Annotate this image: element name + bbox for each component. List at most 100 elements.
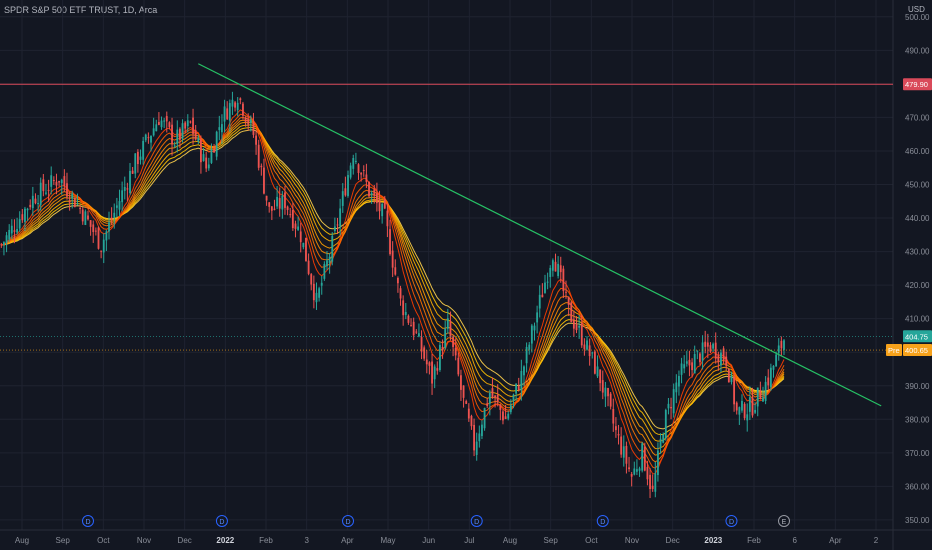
candle-body xyxy=(3,242,5,246)
candle-body xyxy=(26,208,29,211)
candle-body xyxy=(10,225,13,234)
candle-body xyxy=(24,208,26,222)
candle-body xyxy=(297,226,300,230)
candle-body xyxy=(284,192,286,208)
candle-body xyxy=(13,230,16,232)
candle-body xyxy=(291,210,294,229)
candle-body xyxy=(257,144,260,168)
candle-body xyxy=(123,186,126,191)
candle-body xyxy=(470,415,473,427)
candle-body xyxy=(404,311,407,315)
candle-body xyxy=(76,203,79,205)
candle-body xyxy=(733,376,736,405)
candle-body xyxy=(163,120,166,122)
candle-body xyxy=(743,403,746,419)
dividend-marker xyxy=(215,515,228,527)
candle-body xyxy=(614,426,617,431)
candle-body xyxy=(538,294,541,309)
candle-body xyxy=(546,281,549,283)
time-tick-label: Nov xyxy=(137,536,151,545)
candle-body xyxy=(494,395,497,398)
candle-body xyxy=(349,165,352,178)
candle-body xyxy=(525,346,528,364)
candle-body xyxy=(725,356,728,366)
ema-line-11 xyxy=(1,113,785,469)
time-tick-label: Jul xyxy=(464,536,474,545)
candle-body xyxy=(134,153,137,174)
candle-body xyxy=(197,138,200,142)
candle-body xyxy=(601,380,604,393)
marker-label: D xyxy=(345,519,350,526)
candle-body xyxy=(368,181,370,197)
resistance-tag-bg xyxy=(903,78,932,91)
candle-body xyxy=(693,354,696,374)
candle-body xyxy=(155,124,158,132)
candle-body xyxy=(73,198,76,208)
candle-body xyxy=(58,180,61,183)
candle-body xyxy=(649,474,651,490)
time-tick-label: 6 xyxy=(792,536,797,545)
ema-line-17 xyxy=(1,119,785,456)
time-tick-label: Dec xyxy=(178,536,192,545)
candle-body xyxy=(420,337,423,352)
candle-body xyxy=(84,211,87,226)
candle-body xyxy=(533,325,536,331)
candle-body xyxy=(712,343,715,349)
candle-body xyxy=(659,438,662,448)
candle-body xyxy=(394,267,397,275)
ema-line-28 xyxy=(1,126,785,435)
candle-body xyxy=(186,120,189,127)
candle-body xyxy=(714,342,717,359)
candle-body xyxy=(126,188,129,190)
candle-body xyxy=(512,394,515,401)
candle-body xyxy=(554,261,557,272)
candle-body xyxy=(178,128,181,140)
candle-body xyxy=(741,400,743,411)
candle-body xyxy=(391,250,394,268)
candle-body xyxy=(360,172,363,175)
candle-body xyxy=(488,392,491,404)
candle-body xyxy=(638,468,641,471)
candle-body xyxy=(113,212,116,218)
price-tags: 479.90 404.75 400.65 Pre xyxy=(886,78,932,357)
candle-body xyxy=(39,182,42,205)
price-tick-label: 500.00 xyxy=(905,13,930,22)
price-tick-label: 490.00 xyxy=(905,46,930,55)
candle-body xyxy=(265,195,268,201)
candle-body xyxy=(431,361,433,384)
candle-body xyxy=(575,324,578,331)
candle-body xyxy=(312,283,315,301)
candle-body xyxy=(302,242,305,248)
candle-body xyxy=(701,342,704,361)
candle-body xyxy=(688,359,691,366)
candle-body xyxy=(81,209,84,222)
candle-body xyxy=(462,385,465,398)
earnings-marker xyxy=(778,515,791,527)
candle-body xyxy=(483,407,486,429)
candle-body xyxy=(218,127,221,131)
candle-body xyxy=(226,108,229,120)
candle-body xyxy=(168,122,171,127)
candle-body xyxy=(746,414,749,421)
candle-body xyxy=(176,129,179,145)
candle-body xyxy=(362,169,365,171)
candle-body xyxy=(55,181,58,186)
candle-body xyxy=(223,106,226,122)
candle-body xyxy=(318,288,321,298)
candle-body xyxy=(255,135,258,145)
candle-body xyxy=(748,397,751,412)
candle-body xyxy=(691,362,693,371)
candle-body xyxy=(5,235,8,244)
price-tick-label: 370.00 xyxy=(905,449,930,458)
candle-body xyxy=(439,344,441,371)
candle-body xyxy=(751,397,754,416)
currency-label: USD xyxy=(908,5,925,14)
candle-body xyxy=(365,174,368,182)
candle-body xyxy=(504,416,507,420)
candle-body xyxy=(591,352,594,354)
candle-body xyxy=(699,353,701,363)
candle-body xyxy=(131,170,134,174)
ema-line-14 xyxy=(1,116,785,463)
candle-body xyxy=(588,345,591,357)
